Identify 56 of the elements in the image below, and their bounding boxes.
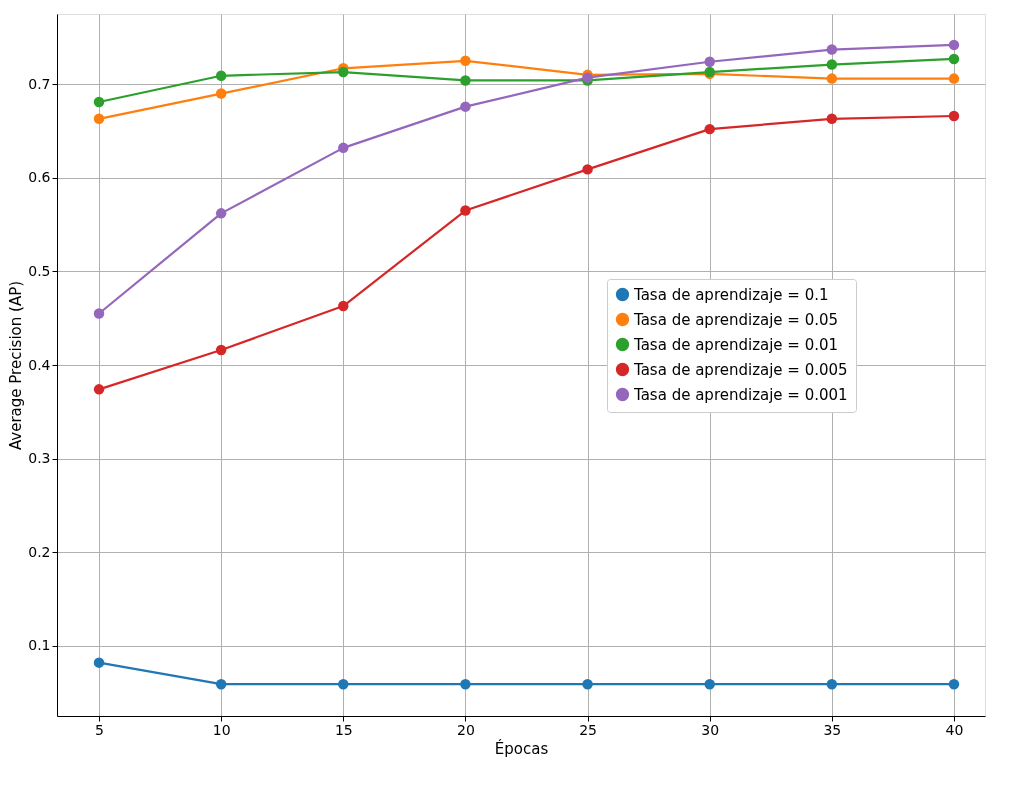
legend-label: Tasa de aprendizaje = 0.01 xyxy=(633,335,839,354)
point xyxy=(215,208,227,219)
point xyxy=(582,678,593,690)
point xyxy=(948,110,960,122)
point xyxy=(460,75,471,86)
point xyxy=(93,113,105,125)
y-tick-label: 0.6 xyxy=(28,169,51,186)
point xyxy=(338,142,349,154)
x-tick-label: 25 xyxy=(579,721,597,738)
point xyxy=(460,678,471,690)
point xyxy=(826,59,838,70)
point xyxy=(948,678,960,690)
x-tick-label: 20 xyxy=(457,721,475,738)
y-tick-label: 0.1 xyxy=(28,637,51,654)
point xyxy=(338,678,349,690)
y-tick-label: 0.3 xyxy=(28,450,51,467)
x-tick-label: 5 xyxy=(95,721,104,738)
legend-label: Tasa de aprendizaje = 0.1 xyxy=(633,285,829,304)
x-tick-label: 15 xyxy=(334,721,353,738)
point xyxy=(215,678,227,690)
x-tick-label: 40 xyxy=(945,721,964,738)
x-tick-label: 30 xyxy=(701,721,720,738)
point xyxy=(948,39,960,51)
point xyxy=(338,300,349,312)
point xyxy=(948,73,960,84)
point xyxy=(704,56,715,67)
point xyxy=(93,657,105,668)
point xyxy=(93,96,105,108)
x-axis-title: Épocas xyxy=(494,738,549,758)
point xyxy=(215,70,227,82)
point xyxy=(948,53,960,65)
point xyxy=(93,384,105,395)
point xyxy=(215,344,227,356)
point xyxy=(215,88,227,99)
point xyxy=(460,101,471,112)
point xyxy=(826,678,838,690)
y-tick-label: 0.5 xyxy=(28,262,51,279)
y-tick-label: 0.2 xyxy=(28,543,51,560)
point xyxy=(826,73,838,84)
point xyxy=(460,55,471,67)
point xyxy=(826,113,838,125)
x-tick-label: 10 xyxy=(212,721,231,738)
point xyxy=(704,123,715,135)
point xyxy=(826,44,838,55)
y-tick-label: 0.7 xyxy=(28,75,51,92)
point xyxy=(704,678,715,690)
y-tick-label: 0.4 xyxy=(28,356,51,373)
point xyxy=(582,164,593,175)
y-axis-title: Average Precision (AP) xyxy=(7,280,26,451)
x-tick-label: 35 xyxy=(823,721,842,738)
point xyxy=(460,205,471,216)
legend-label: Tasa de aprendizaje = 0.005 xyxy=(633,360,848,379)
point xyxy=(93,308,105,319)
legend-label: Tasa de aprendizaje = 0.001 xyxy=(633,385,848,404)
point xyxy=(338,66,349,78)
legend-label: Tasa de aprendizaje = 0.05 xyxy=(633,310,839,329)
